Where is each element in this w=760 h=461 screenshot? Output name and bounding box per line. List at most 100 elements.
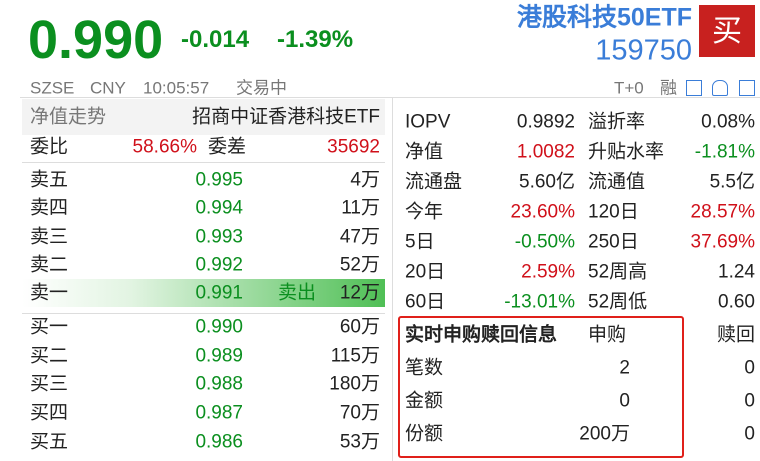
- level-label: 买五: [30, 431, 69, 453]
- stat-label: 52周低: [588, 291, 648, 313]
- ratio-label: 委比: [30, 136, 69, 158]
- stat-label: 5日: [405, 231, 435, 253]
- subscribe-value: 2: [619, 357, 630, 379]
- alert-icon[interactable]: [712, 80, 728, 96]
- level-volume: 53万: [339, 431, 380, 453]
- stat-value: 23.60%: [510, 201, 575, 223]
- tab-fund-name[interactable]: 招商中证香港科技ETF: [192, 106, 380, 128]
- level-price: 0.995: [195, 169, 243, 191]
- stat-value: 37.69%: [690, 231, 755, 253]
- subscribe-value: 200万: [579, 423, 630, 445]
- level-price: 0.988: [195, 373, 243, 395]
- level-label: 买一: [30, 316, 69, 338]
- stat-value: 0.9892: [516, 111, 575, 133]
- subscribe-value: 0: [619, 390, 630, 412]
- price: 0.990: [28, 10, 164, 70]
- level-volume: 115万: [330, 345, 380, 367]
- redeem-value: 0: [744, 357, 755, 379]
- level-label: 卖二: [30, 254, 69, 276]
- level-price: 0.993: [195, 226, 243, 248]
- edit-icon[interactable]: [686, 80, 702, 96]
- stat-value: 5.60亿: [519, 171, 575, 193]
- margin: 融: [660, 78, 677, 98]
- redeem-value: 0: [744, 390, 755, 412]
- redemption-title: 实时申购赎回信息: [405, 324, 558, 346]
- time: 10:05:57: [143, 78, 210, 98]
- row-label: 笔数: [405, 357, 444, 379]
- tab-header: [22, 99, 385, 135]
- highlight-box: [398, 316, 684, 458]
- level-price: 0.987: [195, 402, 243, 424]
- t0: T+0: [614, 78, 644, 98]
- stat-label: 250日: [588, 231, 639, 253]
- change: -0.014: [181, 26, 250, 53]
- level-volume: 11万: [341, 197, 380, 219]
- level-label: 卖四: [30, 197, 69, 219]
- stat-value: 0.60: [718, 291, 755, 313]
- add-icon[interactable]: [739, 80, 755, 96]
- level-label: 买二: [30, 345, 69, 367]
- exchange: SZSE: [30, 78, 75, 98]
- stat-value: -13.01%: [504, 291, 575, 313]
- stat-label: 流通值: [588, 171, 646, 193]
- trade-state: 交易中: [236, 78, 287, 98]
- level-price: 0.986: [195, 431, 243, 453]
- stat-value: 5.5亿: [709, 171, 755, 193]
- stat-value: -1.81%: [694, 141, 755, 163]
- stat-label: 今年: [405, 201, 444, 223]
- ask-highlight: [22, 279, 385, 307]
- change-pct: -1.39%: [277, 26, 354, 53]
- column-header: 赎回: [716, 324, 755, 346]
- level-price: 0.990: [195, 316, 243, 338]
- row-label: 份额: [405, 423, 444, 445]
- level-label: 买三: [30, 373, 69, 395]
- separator: [392, 97, 393, 461]
- level-volume: 4万: [350, 169, 380, 191]
- level-price: 0.989: [195, 345, 243, 367]
- stat-value: 1.0082: [516, 141, 575, 163]
- buy-button[interactable]: [699, 5, 755, 57]
- stat-label: 升贴水率: [588, 141, 665, 163]
- stat-label: 流通盘: [405, 171, 463, 193]
- diff-label: 委差: [208, 136, 247, 158]
- fund-name: 港股科技50ETF: [516, 3, 692, 32]
- stat-label: IOPV: [405, 111, 451, 133]
- level-volume: 60万: [339, 316, 380, 338]
- level-label: 买四: [30, 402, 69, 424]
- level-label: 卖三: [30, 226, 69, 248]
- row-label: 金额: [405, 390, 444, 412]
- stat-value: 0.08%: [701, 111, 755, 133]
- level-price: 0.991: [195, 282, 243, 304]
- currency: CNY: [90, 78, 126, 98]
- separator: [22, 313, 385, 314]
- stat-label: 溢折率: [588, 111, 646, 133]
- column-header: 申购: [588, 324, 627, 346]
- diff: 35692: [327, 136, 380, 158]
- level-label: 卖五: [30, 169, 69, 191]
- stat-label: 净值: [405, 141, 444, 163]
- level-volume: 70万: [339, 402, 380, 424]
- fund-code: 159750: [595, 34, 692, 67]
- stat-value: -0.50%: [514, 231, 575, 253]
- stat-label: 20日: [405, 261, 446, 283]
- redeem-value: 0: [744, 423, 755, 445]
- level-price: 0.994: [195, 197, 243, 219]
- level-label: 卖一: [30, 282, 69, 304]
- stat-value: 28.57%: [690, 201, 755, 223]
- stat-label: 60日: [405, 291, 446, 313]
- tab[interactable]: 净值走势: [30, 106, 107, 128]
- level-price: 0.992: [195, 254, 243, 276]
- level-volume: 180万: [329, 373, 380, 395]
- level-volume: 12万: [339, 282, 380, 304]
- separator: [20, 97, 760, 98]
- stat-value: 1.24: [718, 261, 755, 283]
- stat-label: 120日: [588, 201, 639, 223]
- level-volume: 52万: [339, 254, 380, 276]
- stat-label: 52周高: [588, 261, 648, 283]
- ask-marker: 卖出: [278, 282, 317, 304]
- separator: [22, 162, 385, 163]
- ratio: 58.66%: [132, 136, 197, 158]
- level-volume: 47万: [339, 226, 380, 248]
- buy-button-label[interactable]: 买: [712, 15, 742, 48]
- stat-value: 2.59%: [521, 261, 575, 283]
